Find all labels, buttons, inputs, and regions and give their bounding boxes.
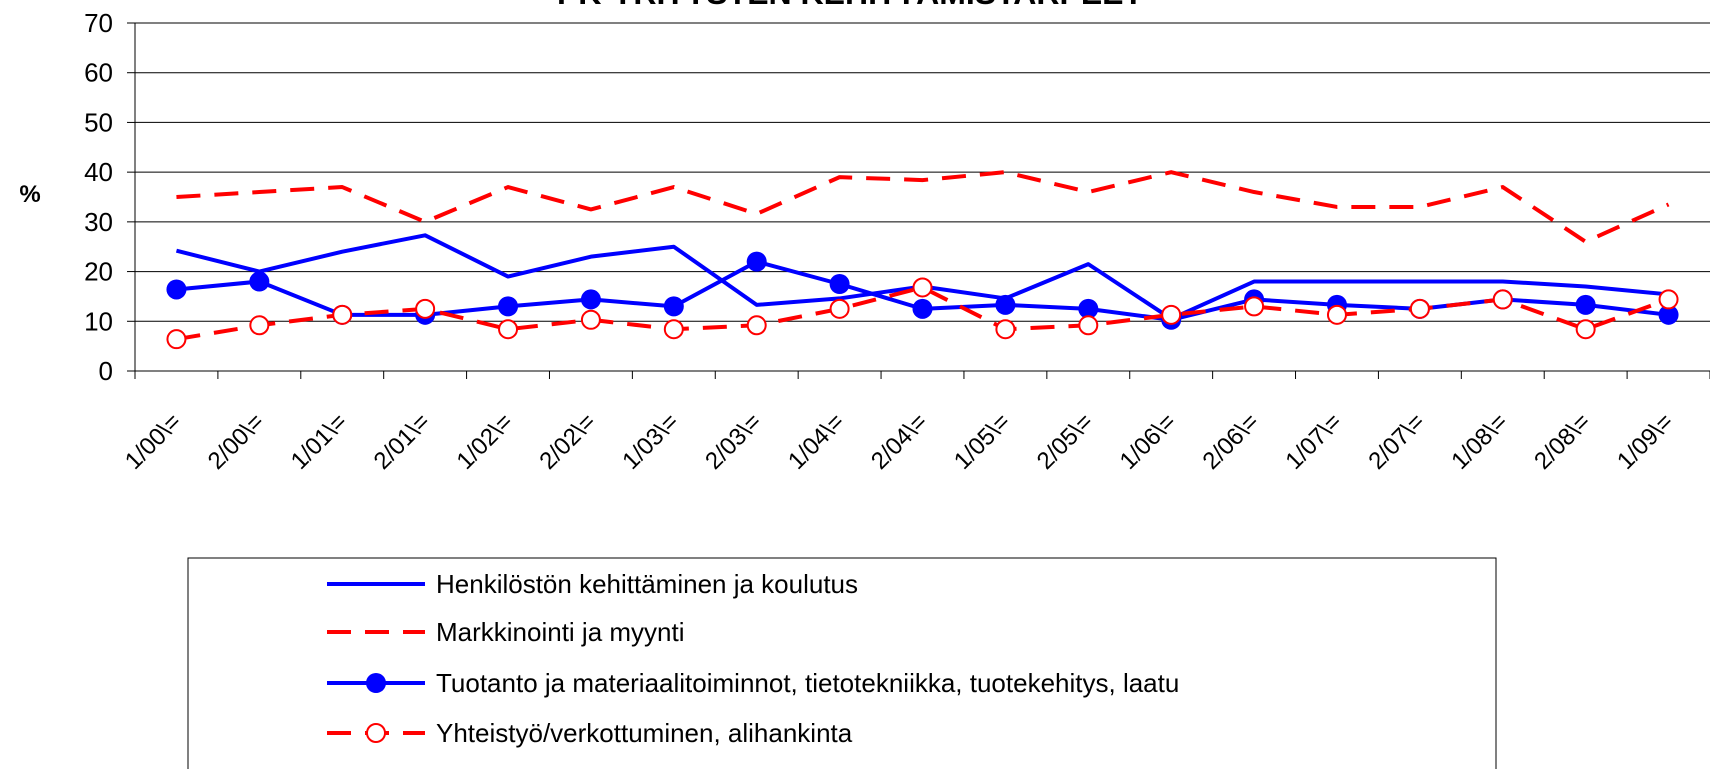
data-point [415, 298, 436, 319]
y-tick-label: 30 [84, 207, 113, 237]
legend-label: Yhteistyö/verkottuminen, alihankinta [436, 718, 853, 748]
x-tick-label: 2/05\= [1032, 408, 1099, 475]
data-point [995, 319, 1016, 340]
data-point [1409, 298, 1430, 319]
data-point [1326, 304, 1347, 325]
data-point [498, 319, 519, 340]
data-point [1575, 319, 1596, 340]
y-tick-label: 10 [84, 306, 113, 336]
x-tick-label: 2/01\= [369, 408, 436, 475]
x-tick-label: 2/00\= [203, 408, 270, 475]
chart-title: PK-YRITYSTEN KEHITTÄMISTARPEET [557, 0, 1144, 11]
data-point [1658, 304, 1679, 325]
data-point [1244, 296, 1265, 317]
x-tick-label: 2/04\= [866, 408, 933, 475]
x-tick-label: 1/04\= [783, 408, 850, 475]
data-point [580, 309, 601, 330]
data-point [249, 271, 270, 292]
data-point [1575, 294, 1596, 315]
data-point [580, 289, 601, 310]
series-line [176, 170, 1670, 244]
legend-marker [366, 723, 386, 743]
legend-label: Tuotanto ja materiaalitoiminnot, tietote… [436, 668, 1179, 698]
data-point [829, 298, 850, 319]
x-tick-label: 1/01\= [286, 408, 353, 475]
x-tick-label: 1/00\= [120, 408, 187, 475]
data-point [746, 315, 767, 336]
data-point [1078, 298, 1099, 319]
data-point [912, 298, 933, 319]
y-tick-label: 50 [84, 107, 113, 137]
data-point [663, 296, 684, 317]
data-point [1078, 315, 1099, 336]
legend-label: Henkilöstön kehittäminen ja koulutus [436, 569, 858, 599]
legend-marker [366, 673, 386, 693]
data-point [912, 277, 933, 298]
data-point [1492, 289, 1513, 310]
data-point [166, 329, 187, 350]
data-point [746, 251, 767, 272]
data-point [995, 294, 1016, 315]
data-point [1161, 304, 1182, 325]
y-tick-label: 70 [84, 8, 113, 38]
legend-label: Markkinointi ja myynti [436, 617, 685, 647]
x-tick-label: 1/09\= [1612, 408, 1679, 475]
x-tick-label: 2/08\= [1529, 408, 1596, 475]
x-tick-label: 1/03\= [617, 408, 684, 475]
data-point [332, 304, 353, 325]
x-tick-label: 2/02\= [534, 408, 601, 475]
data-point [1658, 289, 1679, 310]
x-tick-label: 1/06\= [1115, 408, 1182, 475]
x-tick-label: 2/06\= [1198, 408, 1265, 475]
x-tick-label: 1/05\= [949, 408, 1016, 475]
data-point [498, 296, 519, 317]
data-point [166, 279, 187, 300]
data-point [249, 315, 270, 336]
x-tick-label: 2/07\= [1363, 408, 1430, 475]
y-tick-label: 60 [84, 58, 113, 88]
x-tick-label: 2/03\= [700, 408, 767, 475]
data-point [829, 274, 850, 294]
x-tick-label: 1/02\= [452, 408, 519, 475]
y-tick-label: 40 [84, 157, 113, 187]
y-tick-label: 0 [99, 356, 113, 386]
y-tick-label: 20 [84, 257, 113, 287]
y-axis-label: % [19, 181, 40, 208]
x-tick-label: 1/08\= [1446, 408, 1513, 475]
data-point [663, 319, 684, 340]
x-tick-label: 1/07\= [1280, 408, 1347, 475]
